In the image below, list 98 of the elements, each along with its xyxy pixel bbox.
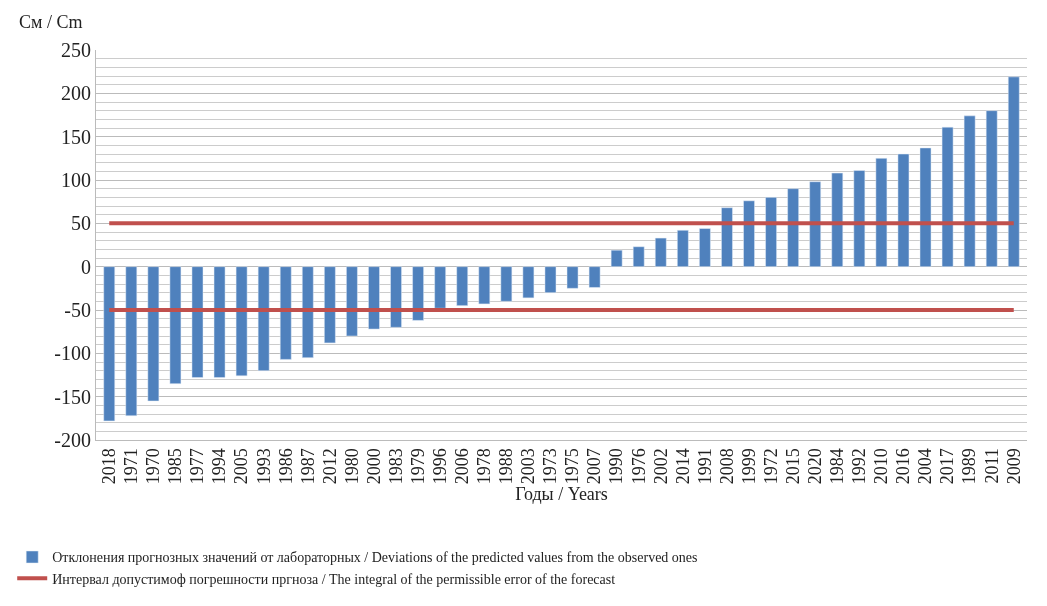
y-tick-label: -150 [54,385,91,408]
bar [544,266,557,293]
x-tick-label: 2006 [452,448,473,485]
bar [610,249,623,267]
bar [853,170,866,267]
bar [147,266,160,402]
x-tick-label: 2009 [1003,448,1024,485]
bar [235,266,248,377]
x-tick-label: 2003 [518,448,539,485]
x-axis-title: Годы / Years [515,484,608,505]
bar [279,266,292,360]
bar [434,266,446,309]
x-tick-label: 1986 [275,448,296,485]
bar [919,147,932,267]
bar [478,266,491,305]
bar [302,266,314,358]
bar [588,266,601,288]
bar [765,197,777,267]
bar [125,266,138,416]
bar [169,266,182,384]
bar [1008,76,1020,267]
x-tick-label: 1988 [496,448,517,485]
y-tick-label: -50 [64,299,91,321]
x-tick-label: 2000 [363,448,384,485]
y-tick-label: 100 [61,169,91,191]
y-tick-label: 250 [61,39,91,61]
x-tick-label: 1993 [253,448,274,485]
y-tick-label: 0 [81,255,91,278]
x-tick-label: 1987 [297,448,318,485]
x-tick-label: 2012 [319,448,340,485]
bar [566,266,579,289]
x-tick-label: 2020 [805,448,826,485]
bar [412,266,424,321]
x-tick-label: 1976 [628,448,649,485]
y-axis-title: См / Cm [19,12,83,32]
bar [103,266,115,422]
x-tick-label: 2005 [231,448,252,485]
legend-label: Интервал допустимоф погрешности пргноза / The integral of the permissible error of the forecast [52,571,616,587]
bar [677,230,689,267]
x-tick-label: 1970 [143,448,164,485]
bar [897,153,910,267]
x-tick-label: 2007 [584,448,605,485]
x-tick-label: 1977 [187,448,208,485]
x-tick-label: 1975 [562,448,583,485]
bar [191,266,204,378]
bar [655,237,667,267]
x-tick-label: 1971 [121,448,142,485]
bar [632,246,645,267]
x-tick-label: 2014 [672,448,693,485]
bar [963,115,976,267]
x-tick-label: 1984 [827,448,848,485]
y-tick-label: 150 [61,125,91,148]
bar [500,266,513,302]
x-tick-label: 1991 [694,448,715,485]
x-tick-label: 2011 [981,448,1002,484]
y-tick-label: 50 [71,212,91,235]
bar [985,110,998,267]
y-tick-label: -100 [54,342,91,365]
x-tick-label: 1973 [540,448,561,485]
x-tick-label: 2002 [650,448,671,485]
bar [699,228,711,267]
x-tick-label: 2017 [937,448,958,485]
x-tick-label: 1992 [849,448,870,485]
bar [831,172,844,267]
x-tick-label: 1996 [430,448,451,485]
bar [346,266,358,337]
bar [787,188,799,267]
bar [213,266,226,378]
bar [257,266,270,371]
x-tick-label: 1999 [738,448,759,485]
x-tick-label: 1985 [165,448,186,485]
bar [390,266,402,328]
x-tick-label: 1990 [606,448,627,485]
bar [522,266,535,299]
x-tick-label: 2004 [915,448,936,485]
bar [324,266,336,344]
bar [743,200,755,267]
x-tick-label: 1979 [407,448,428,485]
x-tick-label: 2008 [716,448,737,485]
x-tick-label: 1983 [385,448,406,485]
bar [721,207,733,267]
x-tick-label: 1978 [474,448,495,485]
x-tick-label: 2010 [871,448,892,485]
legend-label: Отклонения прогнозных значений от лабораторных / Deviations of the predicted values from the observed ones [52,550,698,566]
x-tick-label: 1989 [959,448,980,485]
x-tick-label: 2018 [99,448,120,485]
x-tick-label: 2015 [783,448,803,485]
bar [368,266,380,330]
x-tick-label: 1972 [760,448,781,485]
bar [456,266,468,306]
x-tick-label: 1980 [341,448,362,485]
x-tick-label: 1994 [209,448,230,485]
bar [809,181,821,267]
y-tick-label: -200 [54,429,91,451]
bar [941,126,954,267]
x-tick-label: 2016 [893,448,914,485]
y-tick-label: 200 [61,82,91,105]
bar [875,158,888,267]
